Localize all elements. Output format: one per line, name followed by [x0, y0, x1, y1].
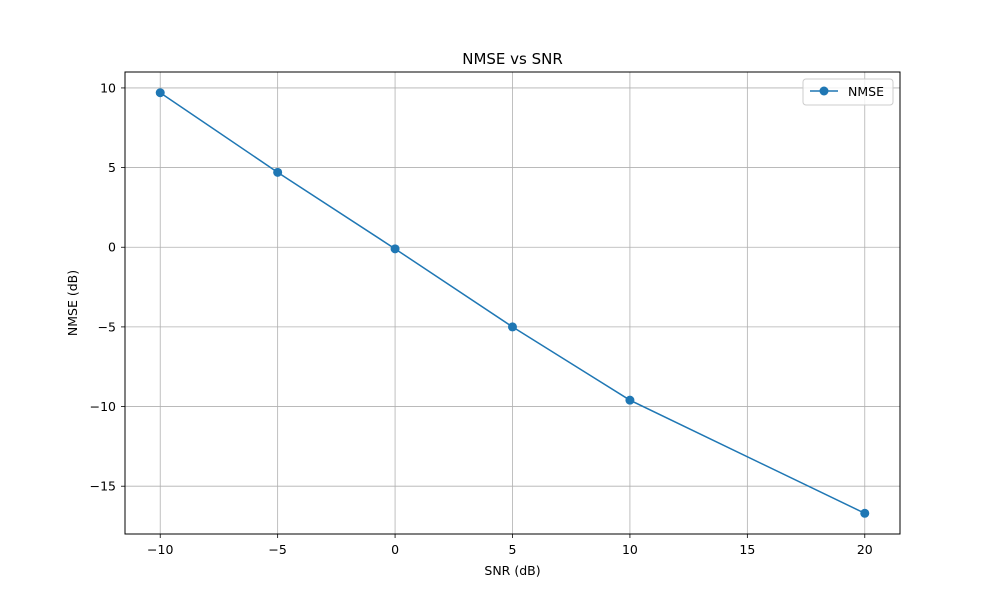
x-tick-label: 5 — [509, 542, 517, 557]
legend-box — [802, 78, 894, 106]
legend: NMSE — [802, 78, 894, 106]
y-axis-label: NMSE (dB) — [65, 270, 80, 336]
series-line-nmse — [159, 92, 866, 514]
data-point — [508, 322, 517, 332]
data-point — [625, 395, 635, 405]
data-point — [390, 244, 400, 254]
grid-lines — [125, 72, 900, 534]
x-tick-label: 0 — [391, 542, 399, 557]
data-point — [273, 167, 283, 177]
x-tick-label: −5 — [268, 542, 286, 557]
data-point — [155, 88, 165, 98]
x-tick-label: −10 — [147, 542, 173, 557]
chart-title: NMSE vs SNR — [462, 50, 563, 68]
legend-label: NMSE — [848, 84, 884, 99]
x-tick-label: 15 — [739, 542, 755, 557]
y-tick-label: −15 — [90, 479, 116, 494]
x-tick-label: 10 — [622, 542, 638, 557]
y-tick-label: 0 — [108, 240, 116, 255]
y-tick-label: −10 — [90, 399, 116, 414]
x-axis-ticks: −10 −5 0 5 10 15 20 — [147, 534, 873, 557]
x-axis-label: SNR (dB) — [484, 563, 540, 578]
y-tick-label: 10 — [100, 80, 116, 95]
y-tick-label: −5 — [98, 319, 116, 334]
x-tick-label: 20 — [857, 542, 873, 557]
y-tick-label: 5 — [108, 160, 116, 175]
series-layer — [155, 88, 870, 518]
legend-marker-swatch — [819, 86, 829, 96]
data-point — [860, 508, 870, 518]
y-axis-ticks: −15 −10 −5 0 5 10 — [90, 80, 125, 494]
